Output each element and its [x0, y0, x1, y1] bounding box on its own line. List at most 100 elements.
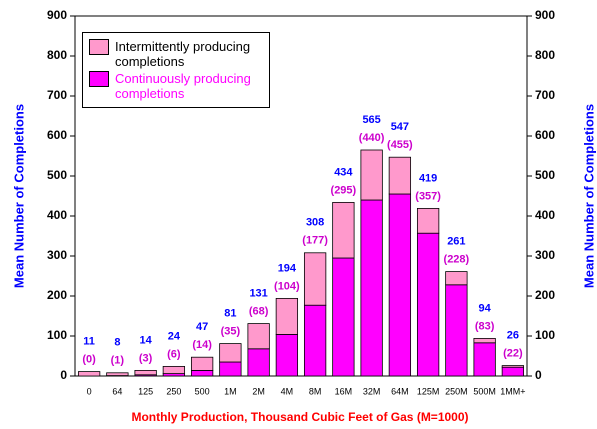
legend-entry: Intermittently producing completions	[89, 39, 263, 69]
y2-tick-label: 700	[535, 88, 555, 102]
y-tick-label: 100	[47, 328, 67, 342]
value-label: (440)	[359, 132, 385, 144]
value-label: (295)	[331, 184, 357, 196]
y2-tick-label: 600	[535, 128, 555, 142]
total-label: 81	[224, 308, 236, 320]
y2-tick-label: 900	[535, 8, 555, 22]
total-label: 419	[419, 172, 437, 184]
bar-segment	[332, 201, 355, 259]
bar-segment	[219, 361, 242, 377]
legend-entry: Continuously producing completions	[89, 71, 263, 101]
x-tick-label: 32M	[363, 386, 381, 396]
y-tick-label: 600	[47, 128, 67, 142]
bar-segment	[162, 365, 186, 374]
x-tick-label: 250M	[445, 386, 468, 396]
value-label: (22)	[503, 348, 523, 360]
total-label: 261	[447, 236, 465, 248]
bar-segment	[190, 369, 214, 377]
y-tick-label: 900	[47, 8, 67, 22]
y-tick-label: 500	[47, 168, 67, 182]
x-tick-label: 500M	[473, 386, 496, 396]
total-label: 194	[278, 262, 297, 274]
plot-frame	[74, 15, 528, 377]
bar-segment	[247, 323, 270, 350]
bar-segment	[416, 232, 440, 377]
bar-segment	[388, 156, 412, 195]
y2-tick-label: 100	[535, 328, 555, 342]
x-tick-label: 1MM+	[500, 386, 525, 396]
x-tick-label: 8M	[309, 386, 322, 396]
total-label: 565	[362, 114, 380, 126]
y2-tick-label: 400	[535, 208, 555, 222]
y2-tick-label: 300	[535, 248, 555, 262]
bar-segment	[360, 199, 383, 377]
total-label: 11	[83, 336, 95, 348]
bar-segment	[303, 252, 327, 306]
bar-segment	[445, 271, 468, 286]
legend-label: Intermittently producing completions	[115, 39, 251, 69]
bar-segment	[303, 304, 327, 377]
y-tick-label: 0	[60, 368, 67, 382]
bar-segment	[501, 365, 525, 368]
value-label: (357)	[415, 190, 441, 202]
x-tick-label: 2M	[252, 386, 265, 396]
value-label: (1)	[111, 355, 125, 367]
value-label: (68)	[249, 306, 269, 318]
total-label: 47	[196, 321, 208, 333]
y2-axis-title: Mean Number of Completions	[581, 104, 596, 288]
legend-swatch	[89, 39, 109, 55]
bar-segment	[106, 372, 129, 376]
total-label: 26	[507, 330, 519, 342]
total-label: 8	[114, 337, 120, 349]
bar-segment	[190, 356, 214, 371]
bar-segment	[247, 348, 270, 377]
y-tick-label: 300	[47, 248, 67, 262]
y-tick-label: 400	[47, 208, 67, 222]
value-label: (3)	[139, 352, 153, 364]
bar-segment	[219, 343, 242, 363]
x-tick-label: 64M	[391, 386, 409, 396]
value-label: (177)	[302, 235, 328, 247]
x-tick-label: 250	[166, 386, 181, 396]
x-tick-label: 125M	[417, 386, 440, 396]
total-label: 131	[249, 288, 267, 300]
x-axis-title: Monthly Production, Thousand Cubic Feet …	[131, 410, 468, 424]
value-label: (83)	[475, 320, 495, 332]
bar-segment	[134, 369, 157, 376]
x-tick-label: 4M	[281, 386, 294, 396]
total-label: 14	[140, 334, 153, 346]
total-label: 94	[479, 302, 492, 314]
y-tick-label: 800	[47, 48, 67, 62]
y2-tick-label: 500	[535, 168, 555, 182]
value-label: (35)	[221, 326, 241, 338]
total-label: 24	[168, 330, 181, 342]
bar-segment	[332, 257, 355, 377]
value-label: (228)	[444, 254, 470, 266]
y2-tick-label: 800	[535, 48, 555, 62]
bar-segment	[275, 333, 299, 377]
y-tick-label: 200	[47, 288, 67, 302]
y2-tick-label: 0	[535, 368, 542, 382]
bar-segment	[77, 371, 101, 377]
x-tick-label: 16M	[335, 386, 353, 396]
bar-segment	[501, 366, 525, 377]
legend-swatch	[89, 71, 109, 87]
legend: Intermittently producing completions Cont…	[82, 32, 270, 108]
bar-segment	[388, 193, 412, 377]
value-label: (0)	[82, 354, 96, 366]
bar-segment	[473, 337, 496, 344]
value-label: (455)	[387, 139, 413, 151]
x-tick-label: 0	[87, 386, 92, 396]
y-axis-title: Mean Number of Completions	[11, 104, 26, 288]
bar-segment	[416, 207, 440, 234]
total-label: 547	[391, 121, 409, 133]
x-tick-label: 125	[138, 386, 153, 396]
total-label: 308	[306, 217, 324, 229]
bar-segment	[473, 342, 496, 377]
total-label: 434	[334, 166, 353, 178]
bar-segment	[360, 149, 383, 201]
value-label: (6)	[167, 348, 181, 360]
x-tick-label: 64	[112, 386, 122, 396]
